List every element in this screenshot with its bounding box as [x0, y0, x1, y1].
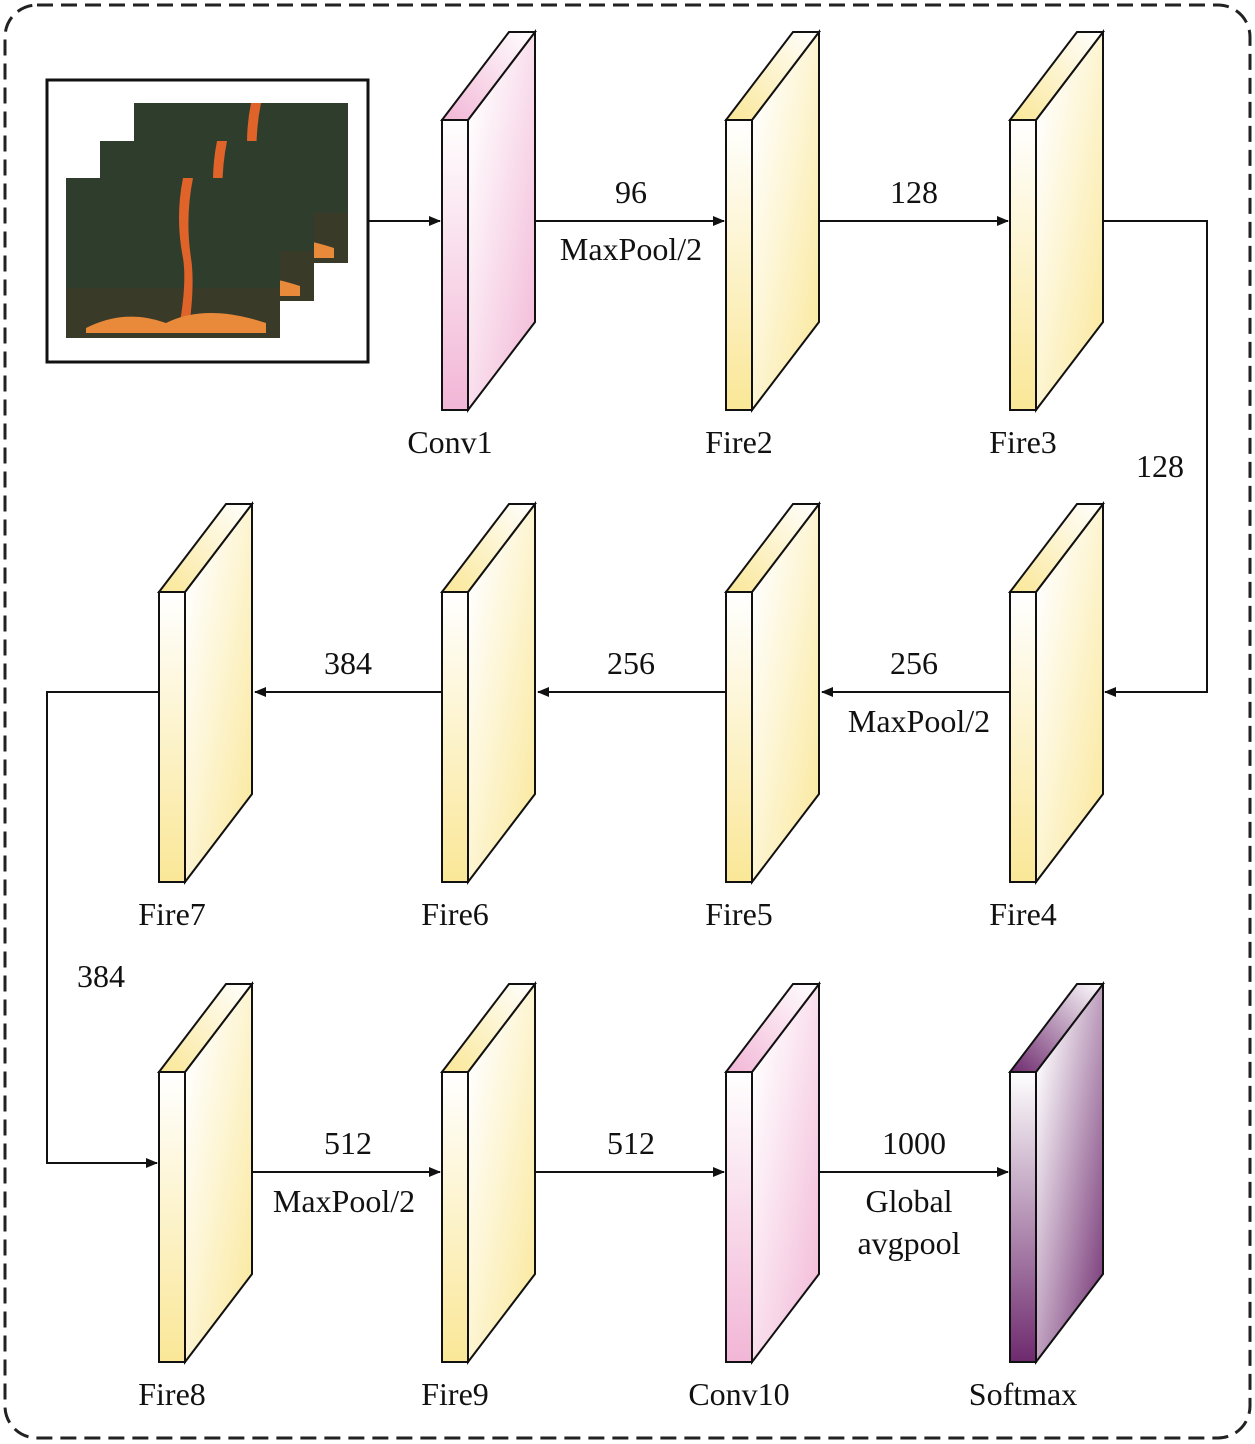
label-maxpool-1: MaxPool/2	[560, 231, 702, 267]
arrow-fire7-fire8	[46, 691, 159, 1168]
layer-label: Conv10	[688, 1376, 789, 1412]
layer-fire9: Fire9	[421, 981, 538, 1412]
label-avgpool: avgpool	[857, 1225, 960, 1261]
layer-conv10: Conv10	[688, 981, 822, 1412]
layer-front-face	[1009, 119, 1037, 411]
layer-label: Fire7	[138, 896, 206, 932]
layer-label: Fire8	[138, 1376, 206, 1412]
label-maxpool-2: MaxPool/2	[848, 703, 990, 739]
layer-label: Fire9	[421, 1376, 489, 1412]
label-512-b: 512	[607, 1125, 655, 1161]
layer-label: Fire2	[705, 424, 773, 460]
label-global: Global	[865, 1183, 952, 1219]
layer-front-face	[1009, 591, 1037, 883]
label-96: 96	[615, 174, 647, 210]
layer-label: Fire6	[421, 896, 489, 932]
arrow-fire3-fire4	[1103, 220, 1208, 697]
label-128-b: 128	[1136, 448, 1184, 484]
layer-label: Conv1	[407, 424, 492, 460]
layer-softmax: Softmax	[969, 981, 1106, 1412]
label-256-a: 256	[890, 645, 938, 681]
layer-fire7: Fire7	[138, 501, 255, 932]
layer-front-face	[725, 591, 753, 883]
label-maxpool-3: MaxPool/2	[273, 1183, 415, 1219]
input-image	[45, 78, 370, 364]
outer-dashed-border	[3, 3, 1252, 1440]
layer-front-face	[725, 1071, 753, 1363]
layer-label: Fire4	[989, 896, 1057, 932]
video-frame	[66, 178, 280, 338]
layer-label: Fire3	[989, 424, 1057, 460]
label-384-b: 384	[77, 958, 125, 994]
layer-fire2: Fire2	[705, 29, 822, 460]
layer-front-face	[441, 1071, 469, 1363]
layer-fire4: Fire4	[989, 501, 1106, 932]
label-1000: 1000	[882, 1125, 946, 1161]
label-128-a: 128	[890, 174, 938, 210]
layer-front-face	[441, 119, 469, 411]
layer-fire5: Fire5	[705, 501, 822, 932]
label-512-a: 512	[324, 1125, 372, 1161]
layer-front-face	[441, 591, 469, 883]
label-384-a: 384	[324, 645, 372, 681]
layer-fire6: Fire6	[421, 501, 538, 932]
label-256-b: 256	[607, 645, 655, 681]
layer-label: Fire5	[705, 896, 773, 932]
layer-front-face	[158, 591, 186, 883]
layer-conv1: Conv1	[407, 29, 538, 460]
layer-front-face	[725, 119, 753, 411]
layer-fire3: Fire3	[989, 29, 1106, 460]
layer-label: Softmax	[969, 1376, 1077, 1412]
layer-front-face	[1009, 1071, 1037, 1363]
layer-front-face	[158, 1071, 186, 1363]
layer-fire8: Fire8	[138, 981, 255, 1412]
